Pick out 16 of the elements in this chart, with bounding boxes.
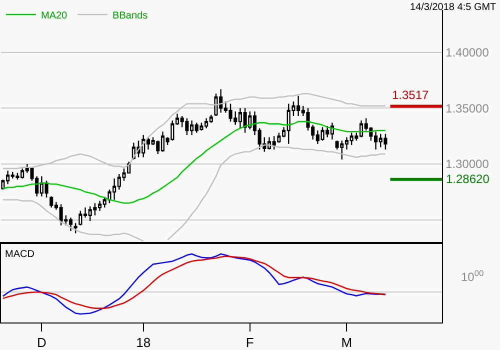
text: 10$^{00}$ xyxy=(461,268,484,284)
x-tick-label: F xyxy=(246,335,254,350)
text: 14/3/2018 4:5 GMT xyxy=(410,2,496,13)
chart-title: MACD xyxy=(5,249,34,260)
x-tick-label: M xyxy=(341,335,352,350)
y-tick-label: 1.40000 xyxy=(446,46,490,60)
line-series xyxy=(2,120,386,204)
ref-line-label: 1.3517 xyxy=(392,88,430,102)
x-tick-label: 18 xyxy=(136,335,151,350)
legend-label: BBands xyxy=(112,10,148,22)
candlestick xyxy=(74,222,78,234)
y-tick-label: 1.35000 xyxy=(446,101,490,116)
x-tick-label: D xyxy=(36,335,46,350)
ref-line-label: 1.28620 xyxy=(446,172,490,186)
y-tick-label: 1.30000 xyxy=(446,157,490,172)
legend-label: MA20 xyxy=(41,10,68,22)
